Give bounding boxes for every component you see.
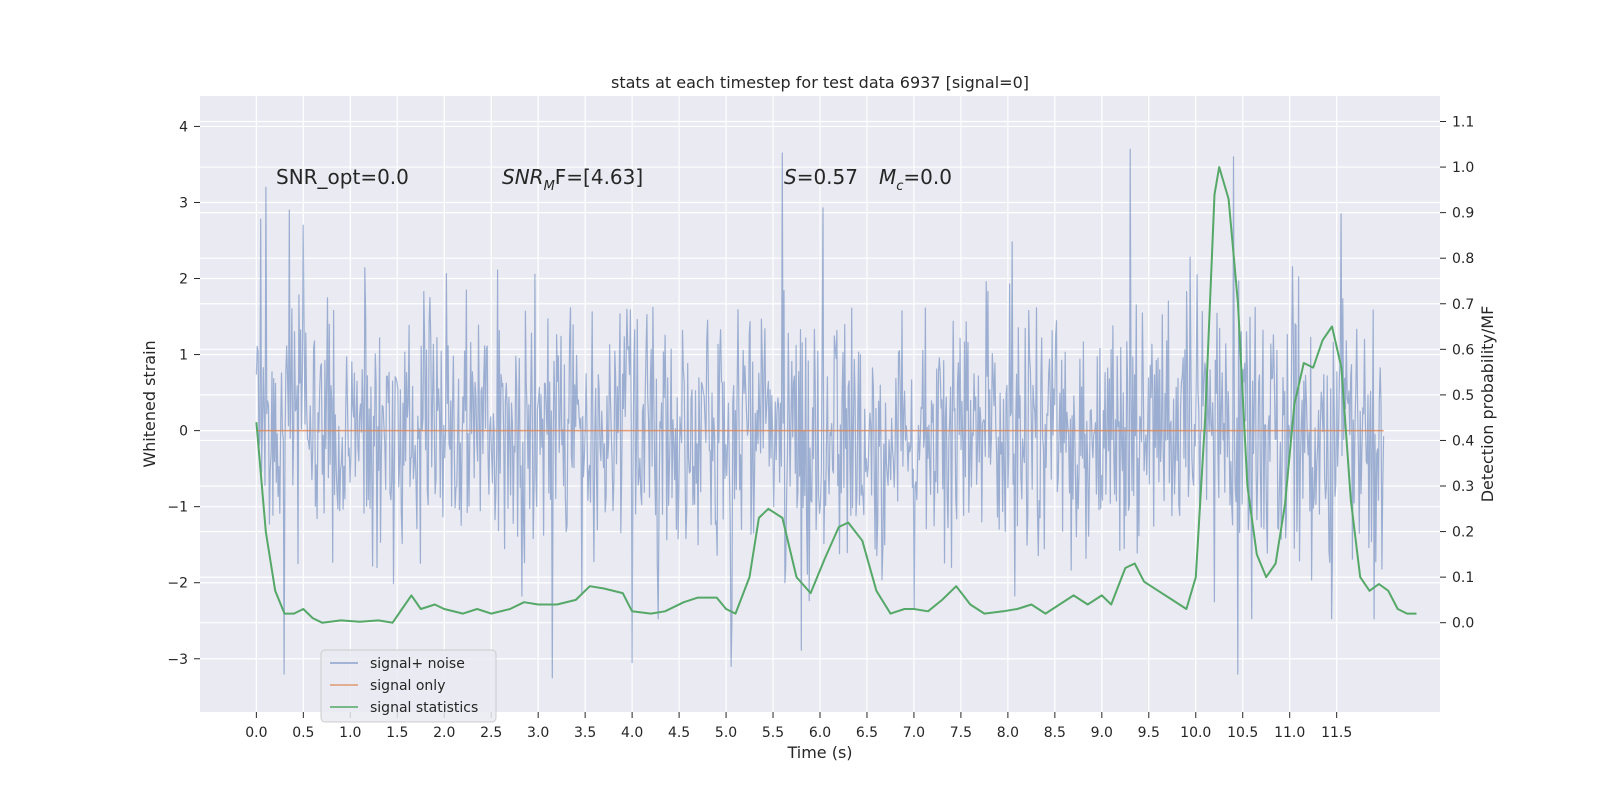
y-right-tick-label: 1.1 [1452,115,1474,131]
y-axis-right-ticks: 0.0 0.1 0.2 0.3 0.4 0.5 0.6 0.7 0.8 0.9 1.0 1.1 [1440,115,1474,632]
x-tick-label: 9.5 [1138,725,1160,741]
chart-title: stats at each timestep for test data 693… [611,73,1029,92]
x-tick-label: 5.0 [715,725,737,741]
y-left-tick-label: 3 [179,195,188,211]
y-left-tick-label: 1 [179,348,188,364]
annotation-s-rest: =0.57 [797,165,858,189]
annotation-mc: Mc=0.0 [879,165,952,194]
annotation-mc-sub: c [896,179,903,194]
annotation-snr-mf: SNRMF=[4.63] [502,165,643,194]
annotation-snr-mf-main: SNR [502,165,544,189]
series-signal-statistics [255,166,1417,624]
x-tick-label: 3.0 [527,725,549,741]
x-tick-label: 1.0 [339,725,361,741]
y-left-tick-label: 2 [179,272,188,288]
x-tick-label: 4.5 [668,725,690,741]
legend-label-signal-only: signal only [370,678,445,694]
x-axis-label: Time (s) [786,743,852,762]
y-left-tick-label: 0 [179,424,188,440]
x-tick-label: 4.0 [621,725,643,741]
series-signal-noise [255,148,1385,679]
annotation-s: S=0.57 [784,165,858,189]
y-right-tick-label: 0.6 [1452,342,1474,358]
legend-label-signal-statistics: signal statistics [370,700,478,716]
y-left-tick-label: −1 [167,500,188,516]
y-axis-right-label: Detection probability/MF [1478,306,1497,503]
x-tick-label: 2.5 [480,725,502,741]
y-right-tick-label: 0.2 [1452,525,1474,541]
x-tick-label: 6.0 [809,725,831,741]
x-axis-ticks: 0.0 0.5 1.0 1.5 2.0 2.5 3.0 3.5 4.0 4.5 5.0 5.5 6.0 6… [245,712,1352,741]
x-tick-label: 7.0 [903,725,925,741]
x-tick-label: 1.5 [386,725,408,741]
annotation-snr-opt: SNR_opt=0.0 [276,165,409,189]
y-right-tick-label: 0.5 [1452,388,1474,404]
y-right-tick-label: 1.0 [1452,160,1474,176]
y-right-tick-label: 0.7 [1452,297,1474,313]
x-tick-label: 5.5 [762,725,784,741]
x-tick-label: 9.0 [1091,725,1113,741]
legend: signal+ noise signal only signal statist… [320,649,497,723]
x-tick-label: 7.5 [950,725,972,741]
y-left-tick-label: 4 [179,119,188,135]
x-tick-label: 8.5 [1044,725,1066,741]
y-left-tick-label: −3 [167,652,188,668]
y-right-tick-label: 0.0 [1452,616,1474,632]
annotation-s-var: S [784,165,797,189]
annotation-mc-var: M [879,165,896,189]
x-tick-label: 6.5 [856,725,878,741]
x-tick-label: 8.0 [997,725,1019,741]
x-tick-label: 2.0 [433,725,455,741]
annotation-snr-mf-sub: M [544,179,555,194]
y-right-tick-label: 0.9 [1452,206,1474,222]
y-left-tick-label: −2 [167,576,188,592]
series-signal-noise-path [255,148,1385,679]
legend-box [320,649,497,723]
x-tick-label: 10.5 [1227,725,1258,741]
y-axis-left-label: Whitened strain [140,340,159,467]
y-right-tick-label: 0.1 [1452,570,1474,586]
annotation-snr-mf-rest: F=[4.63] [555,165,643,189]
y-right-tick-label: 0.3 [1452,479,1474,495]
annotation-mc-rest: =0.0 [903,165,952,189]
legend-label-signal-noise: signal+ noise [370,656,465,672]
x-tick-label: 11.5 [1321,725,1352,741]
x-tick-label: 3.5 [574,725,596,741]
y-right-tick-label: 0.8 [1452,251,1474,267]
y-axis-left-ticks: −3 −2 −1 0 1 2 3 4 [167,119,200,668]
x-tick-label: 11.0 [1274,725,1305,741]
x-tick-label: 0.5 [292,725,314,741]
y-right-tick-label: 0.4 [1452,433,1474,449]
x-tick-label: 10.0 [1180,725,1211,741]
x-tick-label: 0.0 [245,725,267,741]
